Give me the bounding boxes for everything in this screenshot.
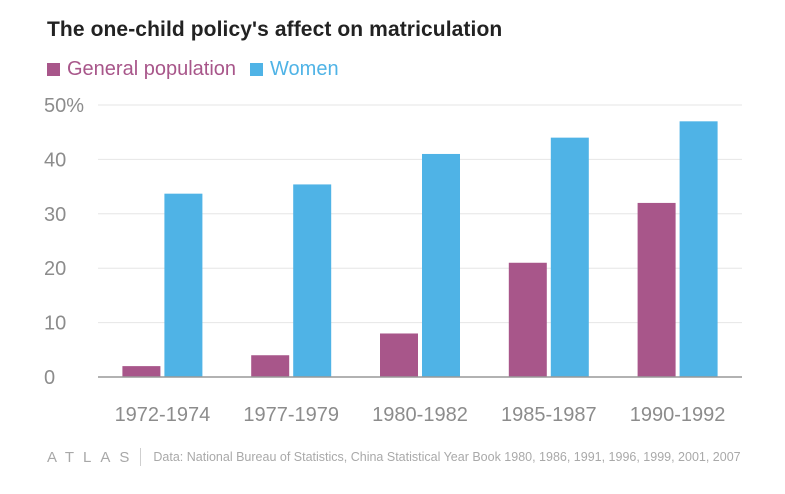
- x-tick-label: 1990-1992: [630, 404, 726, 426]
- y-tick-label: 0: [44, 367, 55, 389]
- legend: General population Women: [47, 58, 353, 81]
- x-tick-label: 1977-1979: [243, 404, 339, 426]
- legend-label-women: Women: [270, 58, 339, 80]
- legend-swatch-general: [47, 63, 60, 76]
- bar-general-population: [637, 202, 676, 377]
- x-tick-label: 1985-1987: [501, 404, 597, 426]
- bar-women: [164, 193, 203, 377]
- bar-general-population: [380, 333, 418, 377]
- y-tick-label: 30: [44, 204, 66, 226]
- y-tick-label: 50%: [44, 95, 84, 117]
- x-tick-label: 1980-1982: [372, 404, 468, 426]
- atlas-logo: ATLAS: [47, 448, 139, 466]
- bar-general-population: [508, 262, 547, 377]
- bar-women: [679, 121, 718, 377]
- bar-chart: 0 10 20 30 40 50% 1972-1974 1977-1979 1980-1982 1…: [44, 95, 742, 426]
- bar-women: [293, 184, 332, 377]
- x-tick-label: 1972-1974: [115, 404, 211, 426]
- bar-general-population: [122, 366, 161, 377]
- source-note: Data: National Bureau of Statistics, Chi…: [153, 450, 741, 464]
- y-tick-label: 10: [44, 313, 66, 335]
- legend-item-general: General population: [47, 58, 236, 81]
- bar-women: [422, 153, 460, 377]
- legend-item-women: Women: [250, 58, 339, 81]
- footer: ATLAS Data: National Bureau of Statistic…: [47, 448, 741, 466]
- legend-label-general: General population: [67, 58, 237, 80]
- footer-divider: [140, 448, 142, 466]
- y-tick-label: 20: [44, 258, 66, 280]
- legend-swatch-women: [250, 63, 264, 76]
- chart-title: The one-child policy's affect on matricu…: [47, 18, 503, 41]
- bar-general-population: [251, 355, 290, 377]
- bar-women: [550, 137, 589, 377]
- y-tick-label: 40: [44, 149, 66, 171]
